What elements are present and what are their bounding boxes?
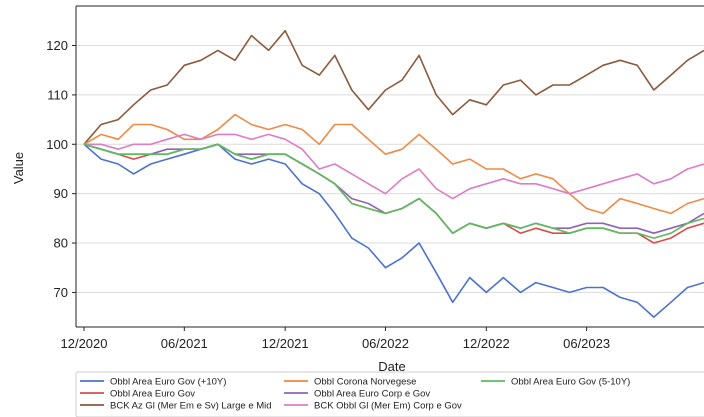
legend-label: Obbl Area Euro Corp e Gov: [314, 389, 430, 400]
x-axis-label: Date: [378, 359, 405, 374]
x-tick-label: 06/2023: [563, 336, 610, 351]
legend-label: Obbl Corona Norvegese: [314, 377, 416, 388]
y-tick-label: 70: [54, 285, 68, 300]
y-axis-label: Value: [11, 152, 26, 184]
x-tick-label: 12/2020: [61, 336, 108, 351]
y-tick-label: 100: [46, 137, 68, 152]
plot-area: [83, 29, 704, 318]
x-tick-label: 06/2021: [161, 336, 208, 351]
y-tick-label: 90: [54, 186, 68, 201]
legend-box: [75, 371, 704, 417]
legend-label: Obbl Area Euro Gov (5-10Y): [511, 377, 630, 388]
x-tick-label: 12/2021: [262, 336, 309, 351]
legend-label: BCK Obbl Gl (Mer Em) Corp e Gov: [314, 401, 462, 412]
series-line: [83, 143, 704, 318]
series-line: [83, 29, 704, 145]
x-tick-label: 12/2022: [463, 336, 510, 351]
series-line: [83, 143, 704, 239]
gridlines: [76, 45, 704, 293]
y-tick-label: 110: [47, 87, 68, 102]
series-line: [83, 113, 704, 215]
legend-label: BCK Az Gl (Mer Em e Sv) Large e Mid: [110, 401, 272, 412]
x-tick-label: 06/2022: [362, 336, 409, 351]
legend: Obbl Area Euro Gov (+10Y)Obbl Area Euro …: [75, 371, 704, 417]
series-line: [84, 133, 704, 200]
x-axis: 12/2020 06/2021 12/2021 06/2022 12/2022 06/20…: [61, 327, 610, 351]
legend-items: Obbl Area Euro Gov (+10Y)Obbl Area Euro …: [80, 377, 630, 412]
y-tick-label: 80: [54, 236, 68, 251]
y-axis: 70 80 90 100 110 120: [46, 38, 76, 300]
y-tick-label: 120: [46, 38, 68, 53]
series-lines: [83, 29, 704, 318]
legend-label: Obbl Area Euro Gov (+10Y): [110, 377, 226, 388]
legend-label: Obbl Area Euro Gov: [110, 389, 195, 400]
